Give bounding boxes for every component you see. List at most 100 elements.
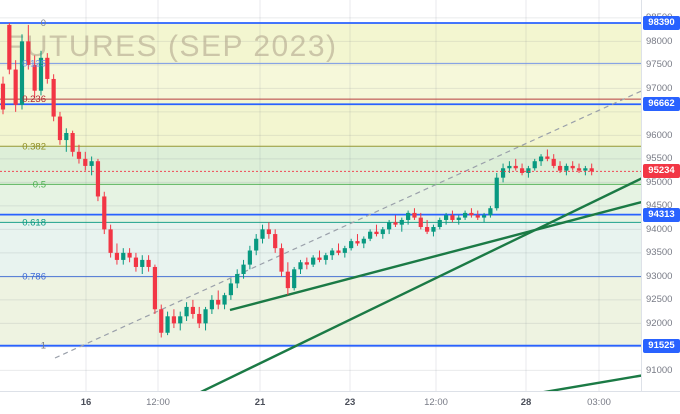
trend-line[interactable] — [415, 369, 680, 414]
candle[interactable] — [209, 299, 214, 310]
candle[interactable] — [519, 168, 525, 173]
candle[interactable] — [532, 161, 537, 169]
candle[interactable] — [488, 208, 493, 216]
candle[interactable] — [45, 57, 50, 79]
candle[interactable] — [425, 227, 430, 232]
candle[interactable] — [564, 165, 569, 171]
candle[interactable] — [285, 271, 290, 289]
candle[interactable] — [260, 229, 265, 239]
candle[interactable] — [127, 252, 132, 258]
candle[interactable] — [70, 133, 75, 152]
candle[interactable] — [437, 219, 442, 228]
candle[interactable] — [13, 69, 18, 105]
candle[interactable] — [475, 215, 480, 218]
candle[interactable] — [342, 248, 347, 253]
candle[interactable] — [469, 212, 474, 216]
candle[interactable] — [7, 24, 12, 70]
candle[interactable] — [570, 165, 575, 169]
candle[interactable] — [336, 250, 341, 253]
candle[interactable] — [500, 168, 506, 178]
fib-trendline[interactable] — [54, 88, 648, 359]
candle[interactable] — [159, 309, 164, 333]
candle[interactable] — [545, 156, 550, 159]
candle[interactable] — [311, 257, 316, 265]
candle[interactable] — [444, 215, 449, 220]
candle[interactable] — [557, 165, 563, 171]
candle[interactable] — [133, 257, 139, 267]
candle[interactable] — [241, 264, 246, 275]
candle[interactable] — [538, 156, 544, 162]
candle[interactable] — [76, 151, 82, 159]
candle[interactable] — [203, 309, 208, 324]
trend-line[interactable] — [197, 160, 680, 394]
candle[interactable] — [431, 227, 436, 232]
candle[interactable] — [184, 306, 189, 317]
candle[interactable] — [222, 295, 227, 305]
candle[interactable] — [114, 252, 120, 260]
candle[interactable] — [51, 78, 56, 117]
candle[interactable] — [456, 217, 461, 220]
price-axis[interactable]: 9850098000975009700096000955009500094500… — [641, 0, 680, 391]
candle[interactable] — [450, 215, 455, 220]
candle[interactable] — [387, 222, 392, 230]
candle[interactable] — [32, 64, 37, 91]
candle[interactable] — [589, 168, 594, 172]
trend-line[interactable] — [229, 192, 680, 312]
candle[interactable] — [412, 212, 417, 218]
candle[interactable] — [266, 229, 271, 235]
candle[interactable] — [481, 215, 487, 218]
candle[interactable] — [273, 234, 278, 249]
candle[interactable] — [349, 241, 354, 249]
candle[interactable] — [83, 158, 88, 166]
candle[interactable] — [298, 262, 303, 270]
candle[interactable] — [121, 252, 126, 260]
time-axis[interactable]: 16 12:00 21 23 12:00 28 03:00 — [0, 391, 680, 414]
candle[interactable] — [64, 133, 69, 141]
candle[interactable] — [108, 229, 113, 253]
candle[interactable] — [26, 41, 31, 65]
candle[interactable] — [152, 266, 158, 310]
candle[interactable] — [513, 165, 518, 169]
candle[interactable] — [102, 196, 107, 230]
candle[interactable] — [507, 165, 512, 169]
candle[interactable] — [462, 212, 468, 218]
candle[interactable] — [228, 283, 233, 296]
candle[interactable] — [393, 222, 398, 225]
candle[interactable] — [355, 241, 360, 244]
candle[interactable] — [0, 83, 6, 110]
candle[interactable] — [178, 316, 183, 324]
candle[interactable] — [235, 274, 240, 284]
candle[interactable] — [38, 57, 44, 91]
candle[interactable] — [399, 219, 404, 225]
candle[interactable] — [57, 116, 63, 141]
candle[interactable] — [551, 158, 556, 166]
candle[interactable] — [304, 262, 309, 265]
candle[interactable] — [317, 257, 322, 260]
candle[interactable] — [380, 229, 385, 235]
candle[interactable] — [323, 255, 328, 260]
candle[interactable] — [330, 250, 335, 256]
candle[interactable] — [254, 238, 259, 251]
candle[interactable] — [19, 41, 25, 105]
candle[interactable] — [361, 238, 366, 244]
candle[interactable] — [165, 316, 170, 333]
candle[interactable] — [374, 231, 379, 235]
candle[interactable] — [526, 168, 531, 173]
candle[interactable] — [89, 161, 94, 166]
candle[interactable] — [418, 217, 423, 228]
candle[interactable] — [190, 306, 195, 314]
candle[interactable] — [292, 269, 297, 289]
candle[interactable] — [406, 212, 411, 220]
candle[interactable] — [247, 250, 252, 265]
candle[interactable] — [583, 168, 588, 171]
candle[interactable] — [146, 259, 151, 267]
candle[interactable] — [140, 259, 145, 267]
candle[interactable] — [576, 168, 582, 171]
candle[interactable] — [171, 316, 177, 324]
candle[interactable] — [216, 299, 221, 305]
candle[interactable] — [279, 248, 284, 272]
candle[interactable] — [197, 313, 202, 324]
candle[interactable] — [494, 177, 499, 209]
candle[interactable] — [95, 161, 101, 197]
